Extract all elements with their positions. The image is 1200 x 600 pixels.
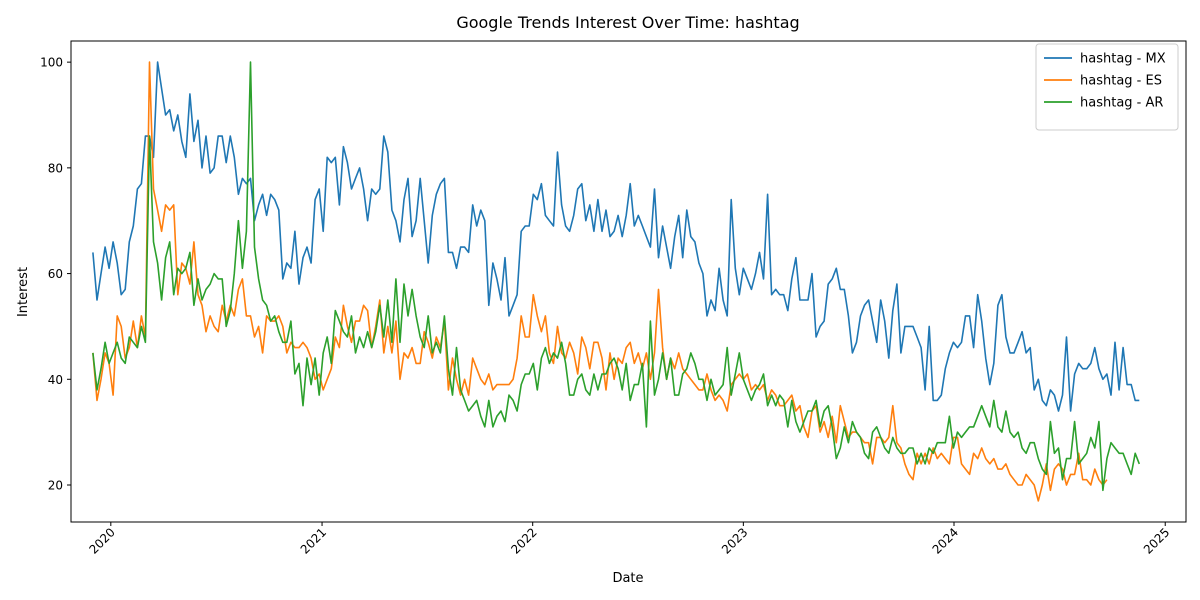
legend-label: hashtag - MX: [1080, 52, 1166, 67]
legend: hashtag - MX hashtag - ES hashtag - AR: [1035, 43, 1179, 131]
legend-label: hashtag - AR: [1080, 96, 1163, 111]
x-tick-label: 2020: [86, 525, 117, 556]
plot-area: [70, 40, 1187, 523]
series-line-mx: [92, 61, 1140, 412]
legend-label: hashtag - ES: [1080, 74, 1162, 89]
x-tick-label: 2025: [1141, 525, 1172, 556]
series-line-ar: [92, 61, 1141, 492]
y-tick-label: 40: [48, 373, 63, 387]
y-axis-label: Interest: [16, 267, 31, 317]
y-tick-label: 60: [48, 267, 63, 281]
chart-title: Google Trends Interest Over Time: hashta…: [456, 13, 799, 32]
plot-frame: [70, 40, 1187, 523]
y-axis: 20 40 60 80 100: [40, 56, 71, 493]
series-line-es: [92, 61, 1108, 502]
x-tick-label: 2022: [508, 525, 539, 556]
x-tick-label: 2024: [930, 525, 961, 556]
legend-box: [1035, 43, 1179, 131]
y-tick-label: 100: [40, 56, 63, 70]
y-tick-label: 20: [48, 479, 63, 493]
x-axis-label: Date: [612, 571, 643, 586]
x-axis: 2020 2021 2022 2023 2024 2025: [86, 522, 1172, 557]
x-tick-label: 2021: [298, 525, 329, 556]
x-tick-label: 2023: [719, 525, 750, 556]
y-tick-label: 80: [48, 161, 63, 175]
